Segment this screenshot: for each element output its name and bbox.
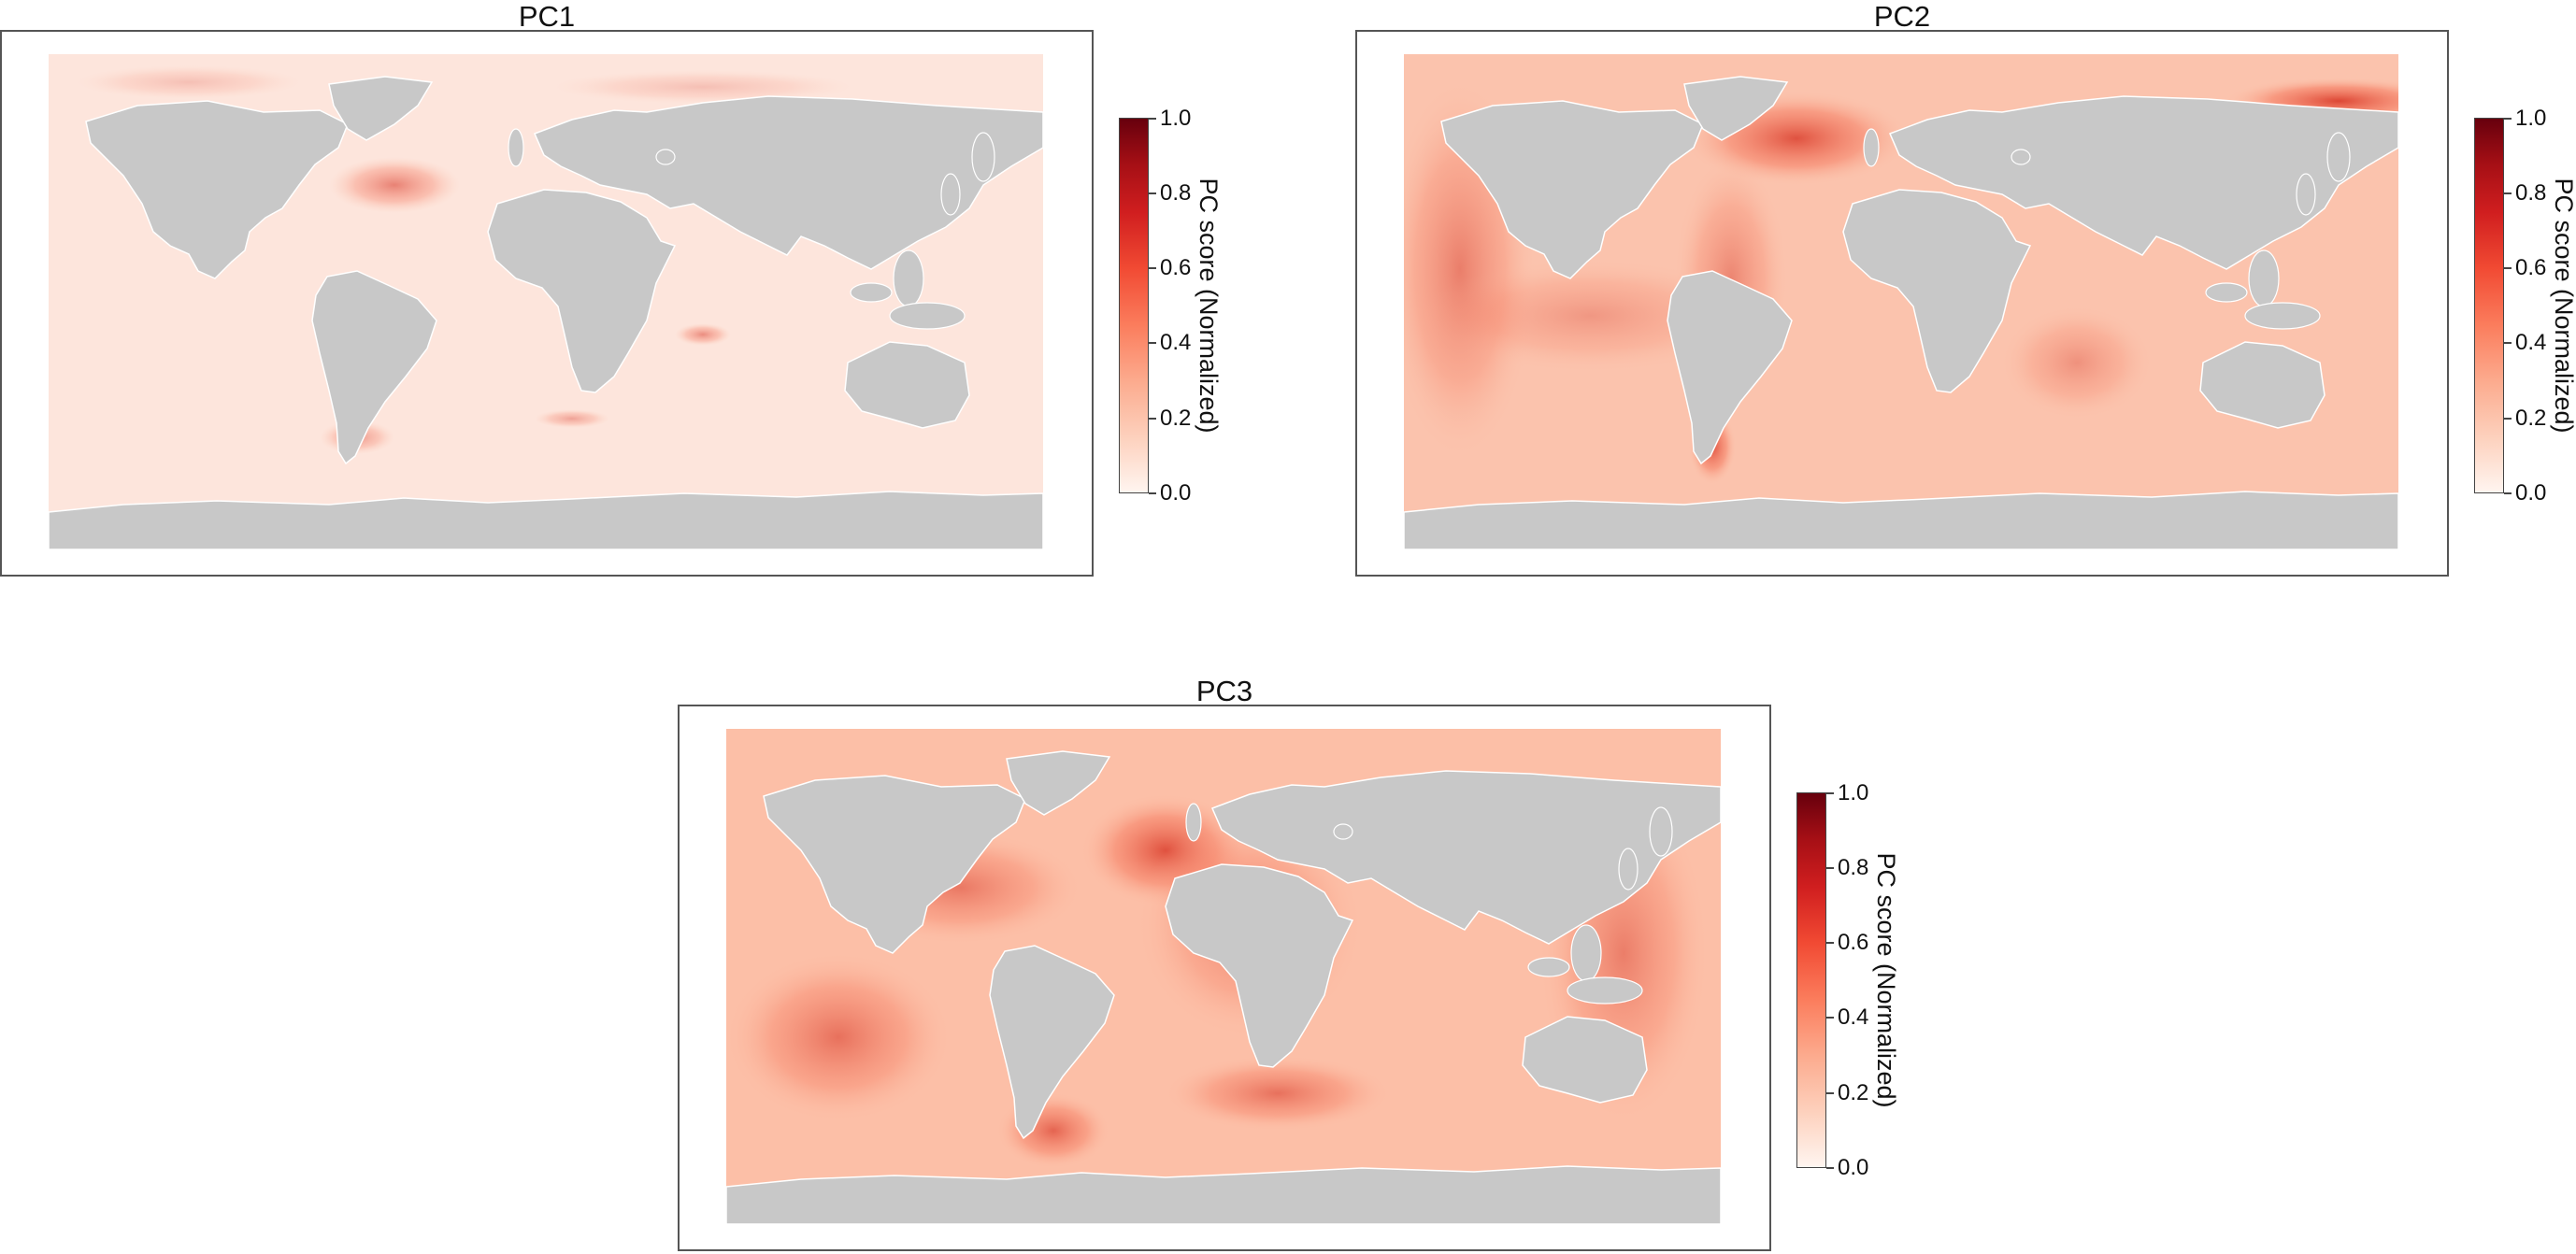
colorbar-tick-label: 0.4	[1160, 330, 1192, 355]
south-america-landmass	[1667, 270, 1793, 465]
pc1-map	[49, 54, 1043, 549]
eurasia-landmass	[533, 95, 1043, 270]
score-hotspot	[1166, 1056, 1390, 1131]
world-map	[726, 729, 1721, 1224]
score-hotspot	[329, 157, 460, 213]
island-landmass	[893, 249, 924, 307]
north-america-landmass	[1440, 100, 1704, 279]
north-america-landmass	[85, 100, 349, 279]
island-landmass	[1527, 957, 1570, 977]
colorbar-tick-label: 0.2	[1838, 1080, 1869, 1105]
island-landmass	[971, 132, 995, 182]
score-hotspot	[77, 65, 301, 99]
colorbar-label: PC score (Normalized)	[1872, 852, 1900, 1108]
colorbar: 0.0 0.2 0.4 0.6 0.8 1.0 PC score (Normal…	[1796, 782, 1946, 1179]
island-landmass	[2248, 249, 2280, 307]
world-map	[49, 54, 1043, 549]
pc2-map	[1404, 54, 2398, 549]
eurasia-landmass	[1210, 770, 1721, 945]
island-landmass	[1567, 976, 1643, 1005]
africa-landmass	[1842, 189, 2032, 393]
island-landmass	[1570, 924, 1602, 982]
island-landmass	[940, 173, 961, 216]
score-hotspot	[553, 70, 852, 104]
colorbar-tick-label: 0.8	[1838, 855, 1869, 880]
north-america-landmass	[763, 775, 1026, 954]
eurasia-landmass	[1888, 95, 2398, 270]
colorbar-tick-label: 1.0	[1838, 780, 1869, 805]
colorbar-tick-label: 1.0	[1160, 106, 1192, 131]
greenland-landmass	[1683, 76, 1789, 141]
island-landmass	[655, 149, 676, 165]
antarctica-landmass	[726, 1165, 1721, 1224]
colorbar: 0.0 0.2 0.4 0.6 0.8 1.0 PC score (Normal…	[2474, 107, 2576, 505]
south-america-landmass	[989, 945, 1115, 1140]
score-hotspot	[726, 953, 951, 1121]
score-hotspot	[2002, 306, 2152, 419]
panel-title: PC2	[1873, 0, 1931, 33]
island-landmass	[1185, 803, 1202, 842]
colorbar-tick-label: 0.4	[1838, 1005, 1869, 1030]
colorbar-tick-label: 0.2	[2515, 406, 2547, 431]
island-landmass	[2326, 132, 2351, 182]
colorbar-gradient	[1796, 792, 1826, 1168]
colorbar-tick-label: 0.0	[1838, 1155, 1869, 1180]
panel-title: PC3	[1195, 675, 1253, 707]
island-landmass	[850, 282, 893, 303]
colorbar-tick-label: 0.6	[1160, 255, 1192, 280]
colorbar-tick-label: 0.8	[1160, 180, 1192, 206]
australia-landmass	[844, 341, 970, 429]
australia-landmass	[2199, 341, 2326, 429]
greenland-landmass	[328, 76, 434, 141]
colorbar-tick-label: 0.0	[2515, 480, 2547, 506]
australia-landmass	[1522, 1016, 1648, 1104]
greenland-landmass	[1006, 750, 1111, 816]
south-america-landmass	[311, 270, 437, 465]
colorbar-tick-label: 0.6	[2515, 255, 2547, 280]
colorbar-gradient	[2474, 118, 2504, 493]
colorbar-tick-label: 0.2	[1160, 406, 1192, 431]
score-hotspot	[675, 323, 731, 346]
antarctica-landmass	[1404, 491, 2398, 549]
colorbar-tick-label: 0.8	[2515, 180, 2547, 206]
panel-pc2: PC2 0.0 0.2 0.4 0.6 0.8 1.0 PC score (No…	[1355, 0, 2576, 579]
colorbar-label: PC score (Normalized)	[2550, 178, 2576, 434]
africa-landmass	[487, 189, 677, 393]
colorbar-tick-label: 1.0	[2515, 106, 2547, 131]
colorbar-tick-label: 0.4	[2515, 330, 2547, 355]
panel-title: PC1	[518, 0, 576, 33]
world-map	[1404, 54, 2398, 549]
africa-landmass	[1165, 863, 1354, 1068]
island-landmass	[889, 302, 966, 330]
island-landmass	[1333, 823, 1353, 840]
antarctica-landmass	[49, 491, 1043, 549]
panel-pc3: PC3 0.0 0.2 0.4 0.6 0.8 1.0 PC score (No…	[678, 675, 1900, 1254]
island-landmass	[2244, 302, 2321, 330]
island-landmass	[1618, 848, 1639, 891]
pc3-map	[726, 729, 1721, 1224]
score-hotspot	[535, 409, 609, 428]
island-landmass	[2011, 149, 2031, 165]
colorbar-tick-label: 0.0	[1160, 480, 1192, 506]
island-landmass	[508, 128, 524, 167]
panel-pc1: PC1 0.0 0.2 0.4 0.6 0.8 1.0 PC score (No…	[0, 0, 1223, 579]
island-landmass	[2296, 173, 2316, 216]
colorbar-tick-label: 0.6	[1838, 930, 1869, 955]
island-landmass	[1649, 806, 1673, 857]
colorbar: 0.0 0.2 0.4 0.6 0.8 1.0 PC score (Normal…	[1119, 107, 1268, 505]
colorbar-label: PC score (Normalized)	[1195, 178, 1223, 434]
colorbar-gradient	[1119, 118, 1149, 493]
island-landmass	[2205, 282, 2248, 303]
island-landmass	[1863, 128, 1880, 167]
